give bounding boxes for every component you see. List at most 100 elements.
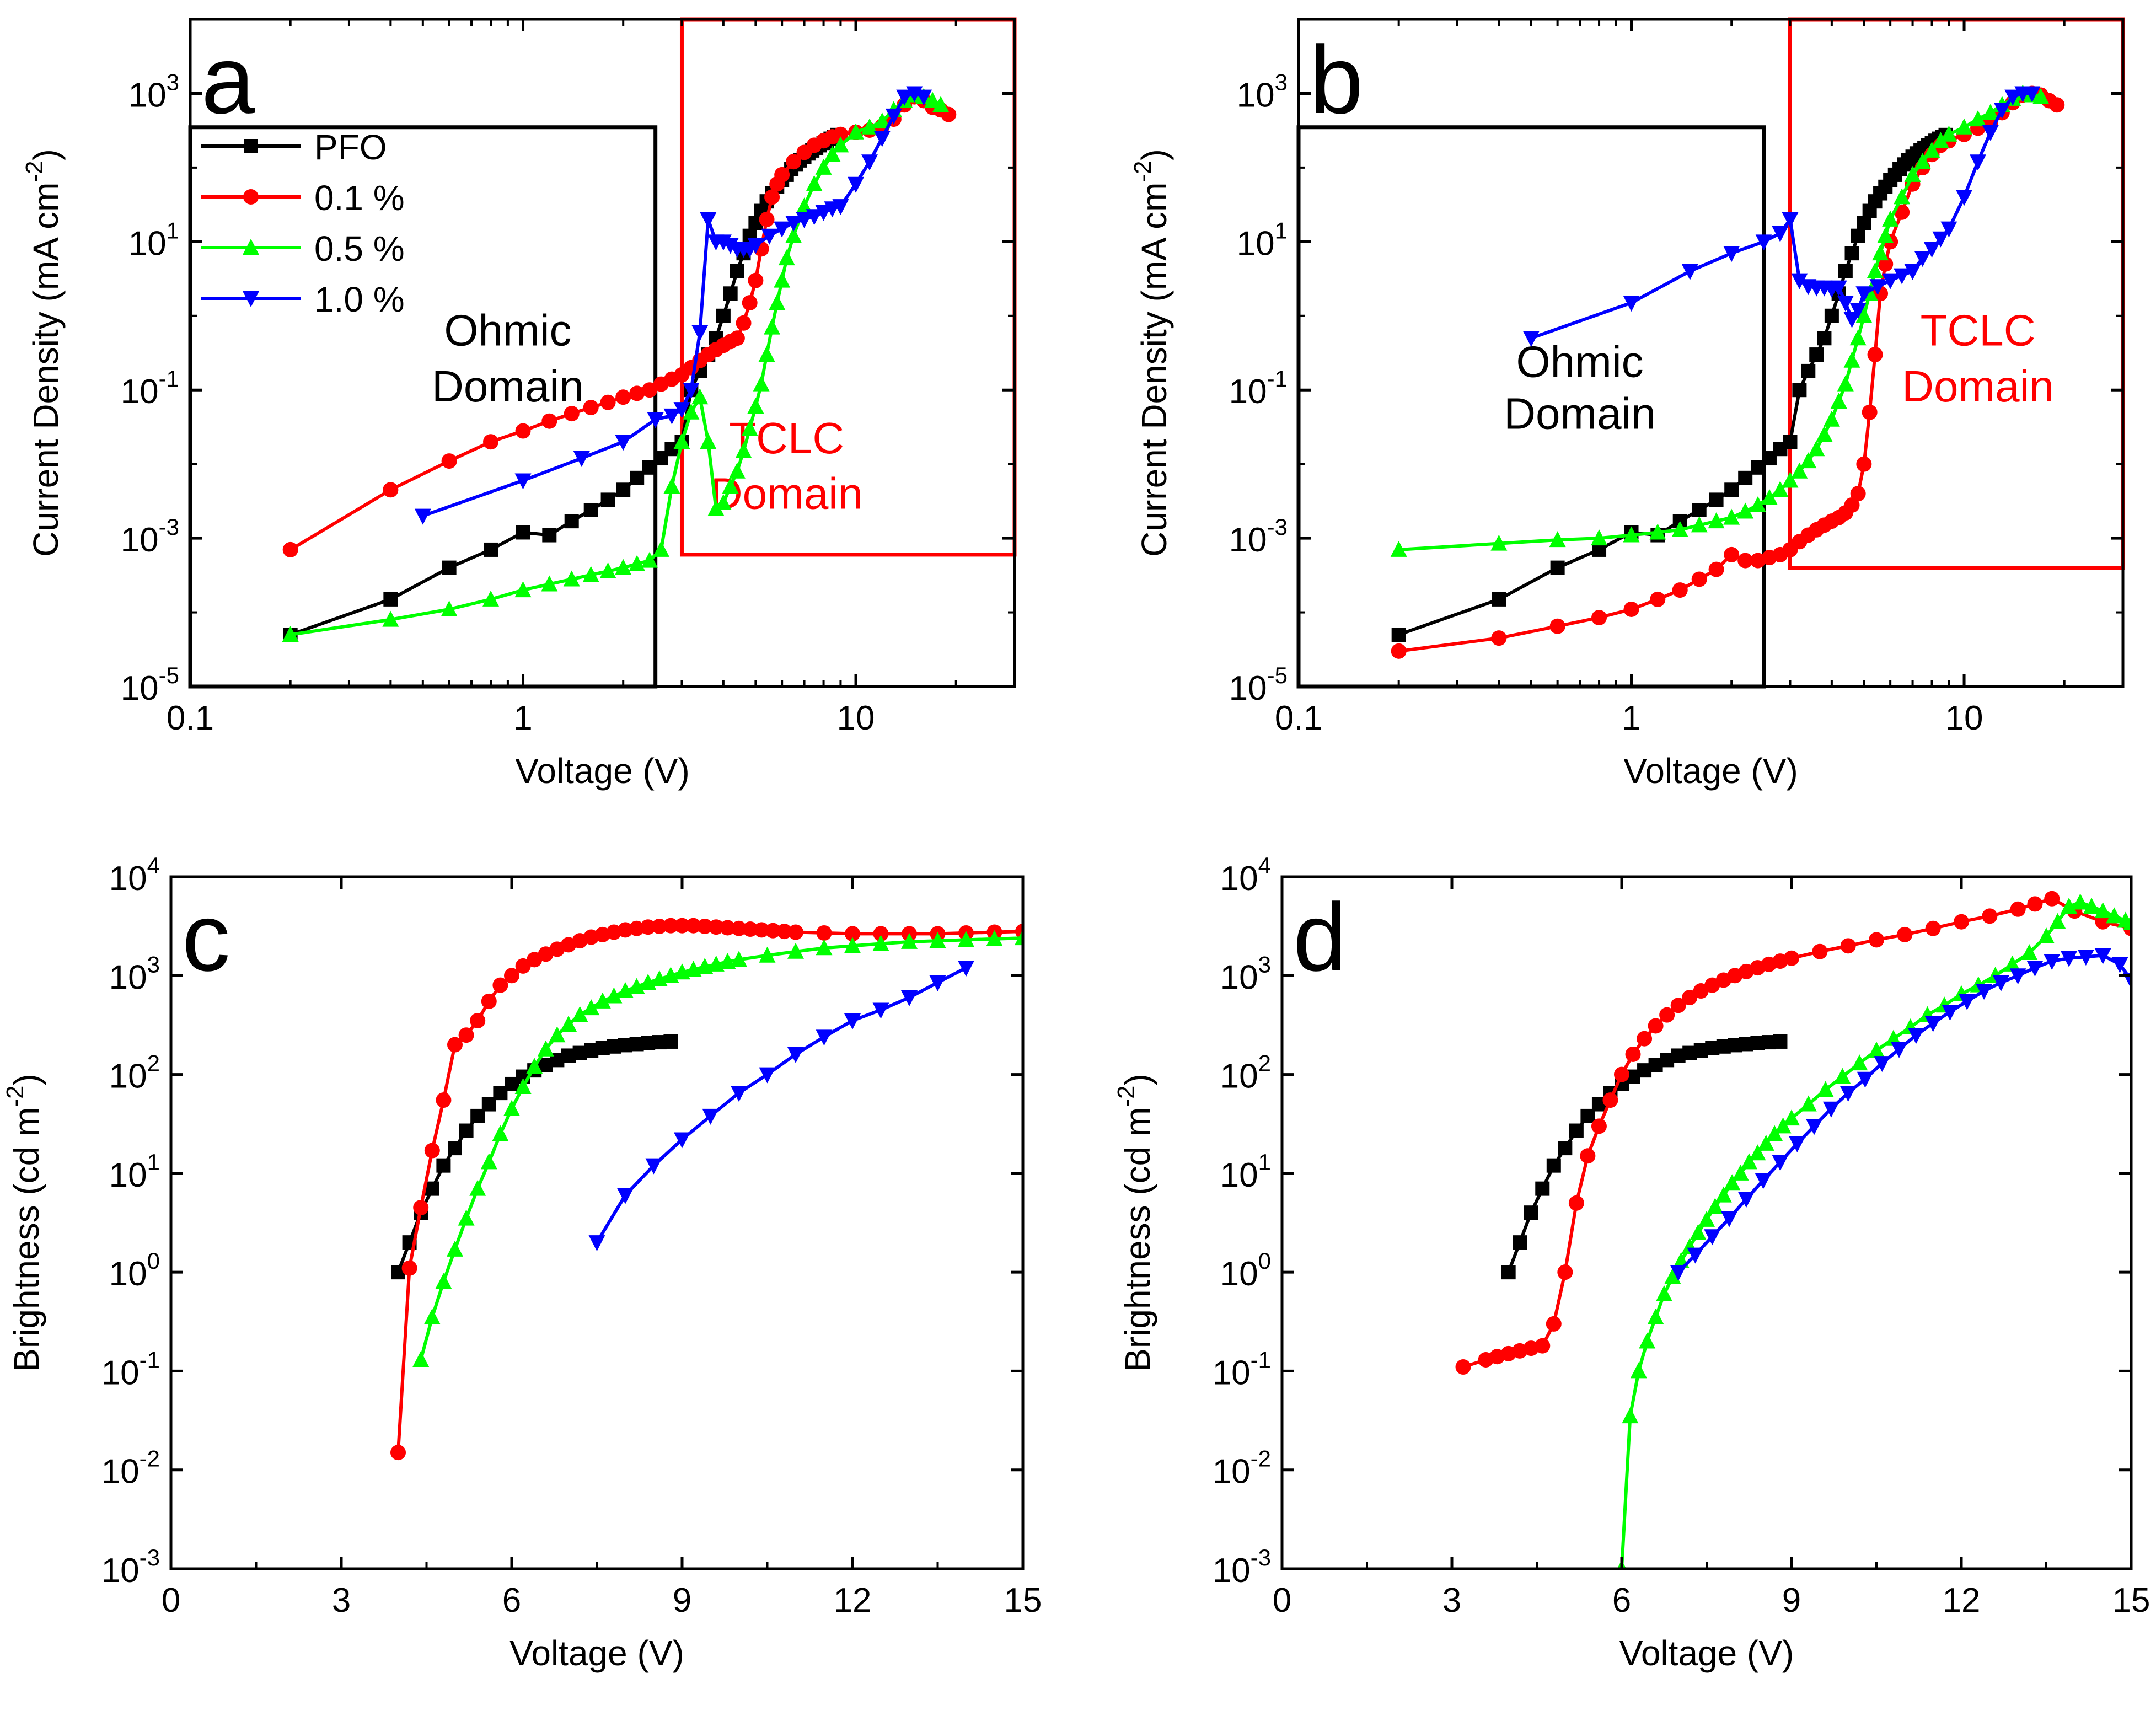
data-point-p01: [742, 295, 758, 311]
data-point-pfo: [448, 1141, 462, 1156]
y-tick-label: 103: [1220, 951, 1271, 996]
data-point-pfo: [436, 1158, 451, 1173]
y-tick-base: 10: [109, 860, 147, 898]
data-point-p10: [1755, 1173, 1772, 1189]
data-point-p05: [1690, 1224, 1707, 1240]
tclc-domain-label-line1: TCLC: [1921, 305, 2036, 355]
data-point-p05: [731, 951, 747, 967]
data-point-p05: [1749, 496, 1766, 512]
data-point-pfo: [1801, 363, 1816, 378]
data-point-p05: [492, 1125, 509, 1141]
y-tick-label: 10-1: [1213, 1347, 1271, 1392]
data-point-p05: [832, 136, 849, 153]
data-point-p05: [503, 1100, 520, 1116]
data-point-p05: [1622, 1407, 1639, 1424]
y-tick-base: 10: [109, 958, 147, 996]
data-point-pfo: [1546, 1158, 1561, 1173]
tclc-domain-label-line2: Domain: [1902, 362, 2054, 411]
y-tick-base: 10: [128, 76, 167, 114]
data-point-p10: [1857, 1071, 1874, 1088]
x-tick-label: 0: [162, 1581, 180, 1620]
data-point-p05: [691, 388, 709, 405]
y-axis-label: Brightness (cd m-2): [2, 1074, 46, 1372]
y-tick-exponent: -5: [1267, 662, 1288, 688]
data-point-p01: [600, 394, 616, 410]
data-point-p10: [1789, 1136, 1806, 1152]
data-point-pfo: [542, 528, 557, 543]
y-tick-exponent: -5: [159, 662, 179, 688]
data-point-p10: [2061, 951, 2078, 967]
data-point-p05: [560, 1016, 577, 1032]
legend-label-p10: 1.0 %: [314, 280, 405, 319]
data-point-p10: [929, 975, 946, 991]
legend-label-p01: 0.1 %: [314, 178, 405, 218]
data-point-p01: [1549, 618, 1565, 634]
data-point-pfo: [1809, 347, 1824, 362]
y-tick-base: 10: [1220, 958, 1258, 996]
data-point-p01: [816, 925, 832, 941]
panel-label: b: [1310, 26, 1363, 134]
data-point-p05: [652, 540, 669, 557]
data-point-p05: [458, 1209, 475, 1226]
data-point-p10: [796, 212, 813, 228]
data-point-pfo: [1783, 435, 1798, 449]
data-point-p05: [1851, 1054, 1868, 1071]
data-point-p05: [769, 294, 786, 310]
data-point-p01: [1724, 546, 1740, 562]
legend-marker-p05: [243, 239, 259, 255]
y-tick-label: 10-3: [1213, 1545, 1271, 1590]
data-point-p05: [735, 442, 752, 458]
x-tick-label: 9: [1782, 1581, 1801, 1620]
data-point-p01: [583, 400, 599, 416]
data-point-pfo: [1824, 308, 1839, 323]
data-point-p10: [702, 1108, 719, 1125]
legend-marker-pfo: [244, 139, 258, 153]
data-point-p05: [1855, 307, 1873, 323]
data-point-p01: [492, 977, 508, 993]
data-point-p05: [741, 420, 758, 436]
data-point-p01: [1650, 591, 1666, 607]
data-point-p10: [691, 325, 709, 341]
data-point-p01: [1840, 938, 1856, 954]
data-point-p10: [1932, 231, 1949, 248]
data-point-p01: [786, 154, 802, 170]
data-point-p01: [1925, 920, 1941, 936]
data-point-p01: [615, 389, 631, 405]
data-point-p10: [615, 435, 632, 451]
y-tick-exponent: 1: [167, 217, 179, 243]
data-point-p01: [759, 211, 775, 227]
x-tick-label: 10: [837, 699, 875, 737]
y-tick-exponent: 3: [147, 951, 160, 977]
data-point-pfo: [1851, 228, 1865, 243]
y-axis-label-main: Brightness (cd m: [7, 1107, 46, 1372]
y-tick-exponent: -2: [1251, 1446, 1271, 1472]
data-point-p05: [1723, 508, 1740, 525]
y-tick-label: 103: [128, 69, 179, 114]
data-point-pfo: [663, 1034, 678, 1049]
y-tick-base: 10: [1220, 860, 1258, 898]
data-point-p01: [629, 385, 645, 401]
y-tick-label: 10-1: [1229, 366, 1288, 411]
y-tick-base: 10: [1229, 521, 1267, 559]
data-point-p05: [1834, 1068, 1851, 1084]
data-point-p05: [1837, 375, 1854, 392]
data-point-pfo: [442, 560, 457, 575]
ohmic-domain-label-line2: Domain: [1504, 389, 1656, 438]
data-point-p10: [844, 1013, 861, 1030]
x-tick-label: 12: [1943, 1581, 1981, 1620]
data-point-p10: [1772, 226, 1789, 243]
y-axis-label: Current Density (mA cm-2): [1129, 149, 1174, 557]
data-point-p05: [707, 500, 725, 516]
data-point-p01: [641, 382, 657, 398]
data-point-p05: [715, 494, 732, 510]
data-point-p01: [282, 541, 298, 557]
data-point-p10: [731, 1086, 747, 1102]
data-point-p05: [1390, 540, 1407, 557]
data-point-p01: [1982, 908, 1998, 924]
data-point-p05: [1656, 1285, 1672, 1301]
data-point-p05: [958, 931, 974, 947]
data-point-p10: [514, 473, 532, 490]
data-point-p05: [1914, 153, 1931, 169]
data-point-p10: [1891, 1042, 1908, 1058]
data-point-p05: [1782, 471, 1799, 488]
